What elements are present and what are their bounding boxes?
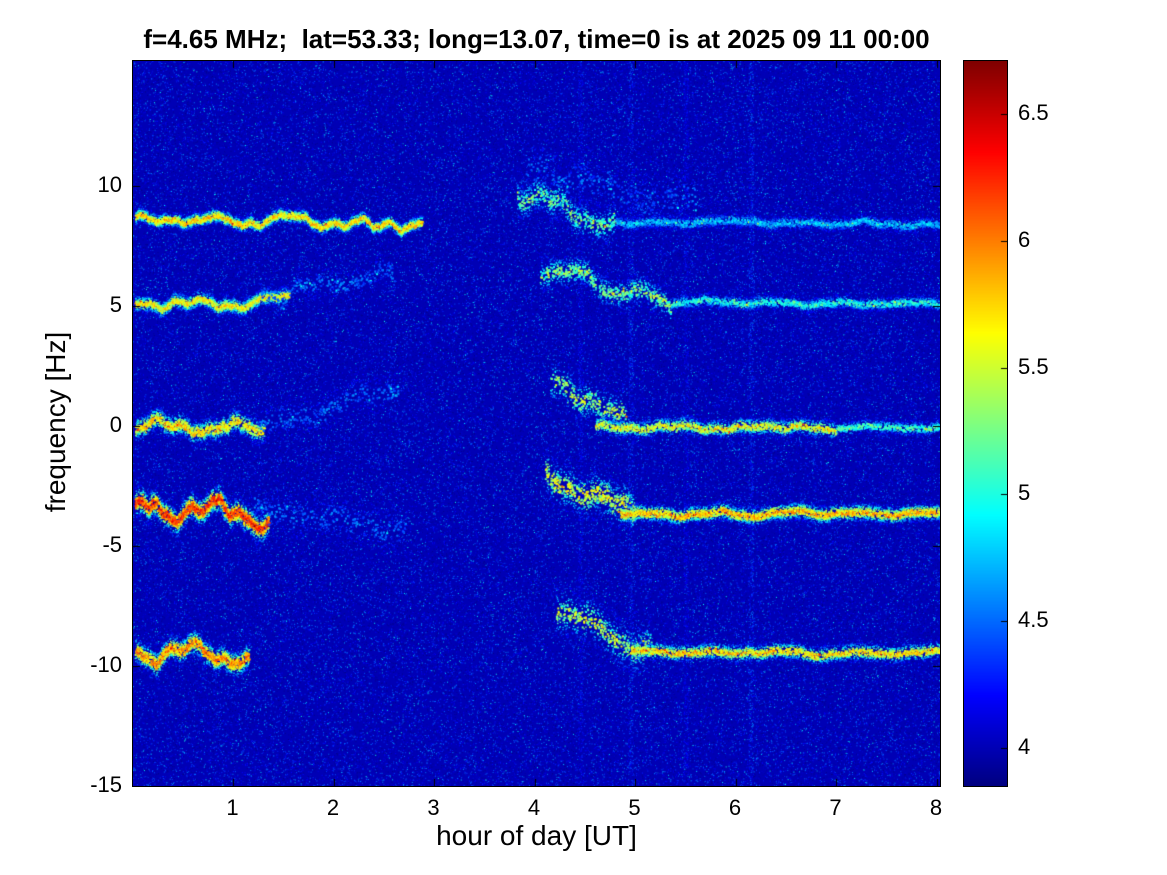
colorbar-tick-label: 4.5 — [1018, 607, 1049, 633]
colorbar — [963, 60, 1008, 787]
y-tick-label: -10 — [90, 651, 122, 677]
x-tick-label: 1 — [226, 795, 239, 820]
x-tick-label: 5 — [628, 795, 641, 820]
x-tick-label: 2 — [326, 795, 340, 820]
x-tick-label: 8 — [929, 795, 943, 820]
colorbar-tick-label: 4 — [1018, 733, 1031, 759]
colorbar-tick-label: 5.5 — [1018, 353, 1049, 379]
chart-title: f=4.65 MHz; lat=53.33; long=13.07, time=… — [143, 24, 930, 54]
x-tick-label: 7 — [829, 795, 842, 820]
colorbar-tick-label: 6.5 — [1018, 100, 1049, 126]
y-tick-label: 10 — [97, 171, 122, 197]
x-tick-label: 3 — [427, 795, 440, 820]
colorbar-tick-label: 6 — [1018, 226, 1031, 252]
y-tick-label: -15 — [90, 772, 122, 797]
x-tick-label: 6 — [728, 795, 742, 820]
spectrogram-plot-area — [132, 60, 941, 787]
x-tick-label: 4 — [527, 795, 541, 820]
y-tick-label: -5 — [102, 531, 122, 557]
y-tick-label: 5 — [109, 291, 122, 317]
x-axis-label: hour of day [UT] — [436, 820, 637, 851]
colorbar-tick-label: 5 — [1018, 480, 1031, 506]
y-tick-label: 0 — [109, 411, 122, 437]
